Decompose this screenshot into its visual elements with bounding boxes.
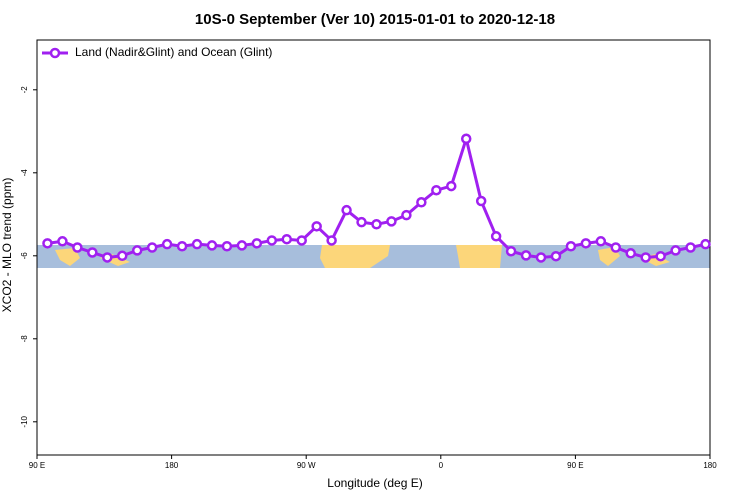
data-point: [87, 247, 98, 258]
x-tick-label: 180: [703, 461, 717, 470]
data-point: [416, 197, 427, 208]
data-point: [251, 238, 263, 249]
data-point: [281, 233, 293, 245]
data-point: [146, 242, 158, 253]
data-point: [326, 235, 337, 246]
data-point: [176, 241, 188, 252]
data-point: [221, 241, 233, 252]
y-tick-label: -10: [20, 415, 29, 427]
data-point: [356, 216, 367, 228]
data-point: [371, 219, 382, 230]
data-point: [236, 240, 248, 251]
data-point: [401, 209, 412, 221]
data-point: [116, 250, 128, 262]
data-point: [131, 245, 143, 256]
data-point: [610, 242, 622, 253]
x-tick-label: 90 E: [567, 461, 583, 470]
x-axis-label: Longitude (deg E): [327, 476, 422, 490]
data-point: [42, 238, 53, 249]
data-point: [206, 240, 218, 251]
data-point: [655, 250, 666, 262]
data-point: [72, 242, 83, 253]
data-point: [102, 252, 113, 263]
data-point: [460, 133, 472, 145]
y-axis-label: XCO2 - MLO trend (ppm): [0, 178, 14, 313]
plot-frame: [36, 39, 711, 456]
x-tick-label: 90 E: [29, 461, 45, 470]
data-point: [550, 250, 562, 262]
legend-marker: [49, 47, 61, 59]
legend-label: Land (Nadir&Glint) and Ocean (Glint): [75, 45, 272, 59]
data-point: [580, 238, 592, 249]
x-tick-label: 90 W: [297, 461, 316, 470]
data-point: [700, 238, 711, 250]
data-point: [446, 180, 457, 192]
y-tick-label: -2: [20, 86, 29, 94]
data-point: [670, 245, 681, 256]
data-point: [431, 184, 442, 196]
data-point: [57, 236, 68, 247]
data-point: [490, 231, 502, 242]
data-point: [161, 238, 173, 250]
data-point: [535, 252, 547, 263]
x-tick-label: 180: [165, 461, 179, 470]
chart-title: 10S-0 September (Ver 10) 2015-01-01 to 2…: [195, 11, 555, 28]
data-point: [640, 252, 651, 263]
y-tick-label: -4: [20, 169, 29, 177]
series-line: [47, 133, 706, 259]
data-point: [685, 242, 696, 253]
data-point: [565, 241, 577, 252]
y-tick-label: -6: [20, 252, 29, 260]
data-point: [311, 221, 322, 232]
x-tick-label: 0: [439, 461, 444, 470]
y-tick-label: -8: [20, 335, 29, 343]
data-point: [386, 216, 397, 227]
data-point: [595, 236, 607, 247]
data-point: [296, 235, 307, 246]
data-point: [625, 248, 636, 259]
data-point: [520, 250, 532, 261]
data-point: [475, 195, 487, 207]
data-point: [266, 235, 278, 246]
data-point: [505, 245, 517, 257]
data-point: [191, 238, 203, 250]
data-point: [341, 204, 352, 216]
